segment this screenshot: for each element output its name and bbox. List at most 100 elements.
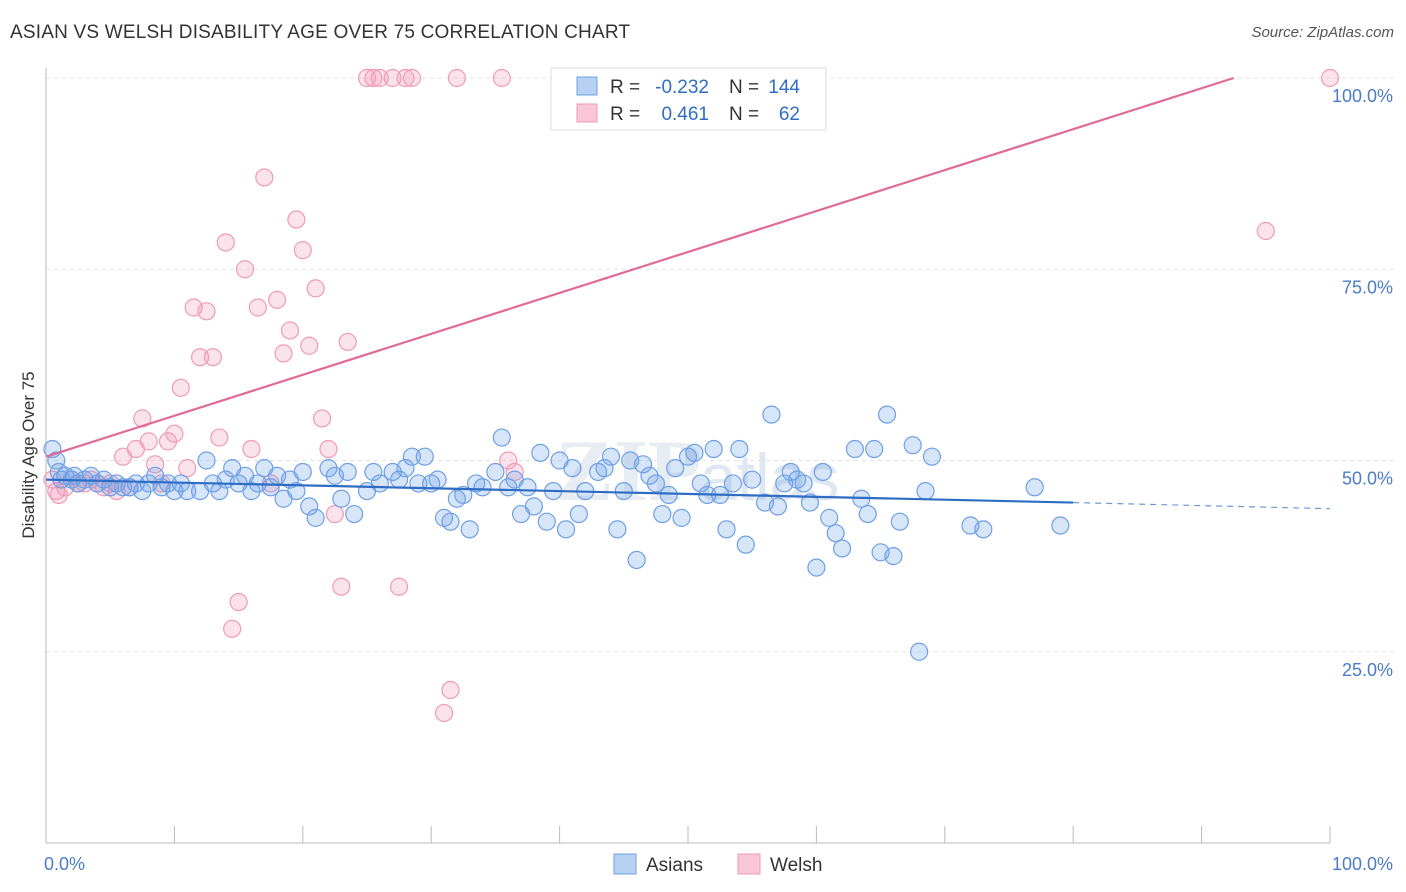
welsh-point xyxy=(210,428,229,447)
asian-point xyxy=(492,428,511,447)
asian-point xyxy=(974,520,993,539)
asian-point xyxy=(473,478,492,497)
welsh-point xyxy=(492,68,511,88)
grid xyxy=(46,77,1394,653)
bottom-legend-swatch-welsh xyxy=(737,853,761,875)
asian-point xyxy=(287,482,306,501)
tick-labels: 25.0% 50.0% 75.0% 100.0% 0.0% 100.0% xyxy=(44,86,1393,874)
asian-point xyxy=(569,504,588,524)
asian-point xyxy=(556,520,576,539)
asian-point xyxy=(332,489,351,508)
welsh-point xyxy=(338,332,357,352)
asian-point xyxy=(338,462,357,482)
asian-point xyxy=(1051,516,1070,535)
source-label: Source: ZipAtlas.com xyxy=(1251,24,1394,41)
asian-point xyxy=(717,520,736,539)
asian-point xyxy=(659,485,678,505)
legend-r-value-1: -0.232 xyxy=(655,77,709,98)
asian-point xyxy=(800,493,820,512)
asians-trend-extension xyxy=(1073,501,1331,510)
x-tick-label-100: 100.0% xyxy=(1332,854,1393,874)
asian-point xyxy=(402,447,422,466)
asian-point xyxy=(306,508,325,527)
legend-r-label-1: R = xyxy=(610,77,640,98)
legend-r-value-2: 0.461 xyxy=(661,104,709,125)
welsh-point xyxy=(312,409,332,428)
legend-n-value-1: 144 xyxy=(768,77,800,98)
asian-point xyxy=(832,539,852,558)
bottom-legend-welsh: Welsh xyxy=(770,855,822,876)
trend-lines xyxy=(45,76,1331,510)
asian-point xyxy=(794,474,813,493)
welsh-point xyxy=(325,504,344,524)
legend-swatch-welsh xyxy=(576,103,598,123)
asian-point xyxy=(826,524,845,543)
asian-point xyxy=(858,504,877,524)
asian-point xyxy=(890,512,909,531)
asian-point xyxy=(762,405,781,424)
asian-point xyxy=(691,474,710,493)
asian-point xyxy=(614,482,633,501)
asian-point xyxy=(428,470,447,489)
welsh-point xyxy=(280,321,300,340)
asian-point xyxy=(704,439,723,459)
welsh-point xyxy=(441,680,460,700)
welsh-point xyxy=(319,439,338,459)
asian-point xyxy=(877,405,897,424)
asian-point xyxy=(743,470,762,489)
asian-point xyxy=(865,439,884,459)
asian-point xyxy=(730,439,749,459)
legend-n-label-2: N = xyxy=(729,104,759,125)
asian-points xyxy=(43,405,1070,661)
welsh-point xyxy=(203,348,223,367)
asian-point xyxy=(813,462,832,482)
x-tick-label-0: 0.0% xyxy=(44,854,85,874)
asian-point xyxy=(820,508,839,527)
welsh-point xyxy=(1256,221,1275,241)
asian-point xyxy=(1025,478,1044,497)
bottom-legend-swatch-asians xyxy=(613,853,637,875)
asians-trend-line xyxy=(45,478,1074,504)
welsh-point xyxy=(332,577,351,596)
asian-point xyxy=(653,504,672,524)
welsh-point xyxy=(1320,68,1340,88)
bottom-legend-asians: Asians xyxy=(646,855,703,876)
welsh-point xyxy=(165,424,184,443)
asian-point xyxy=(261,478,280,497)
welsh-point xyxy=(434,703,454,723)
welsh-point xyxy=(402,68,422,88)
welsh-point xyxy=(293,241,312,260)
y-tick-label-25: 25.0% xyxy=(1342,660,1393,680)
asian-point xyxy=(47,451,66,470)
welsh-point xyxy=(447,68,466,88)
asian-point xyxy=(364,462,383,482)
welsh-point xyxy=(197,302,216,321)
asian-point xyxy=(518,478,537,497)
asian-point xyxy=(524,497,544,516)
welsh-point xyxy=(268,290,287,309)
welsh-point xyxy=(396,68,415,88)
axes xyxy=(45,68,1331,844)
asian-point xyxy=(672,508,691,527)
asian-point xyxy=(531,443,550,462)
welsh-points xyxy=(43,68,1340,723)
welsh-point xyxy=(499,451,518,470)
asian-point xyxy=(723,474,743,493)
y-tick-label-75: 75.0% xyxy=(1342,277,1393,297)
welsh-point xyxy=(223,619,242,638)
y-tick-label-50: 50.0% xyxy=(1342,469,1393,489)
asian-point xyxy=(345,504,364,524)
welsh-point xyxy=(390,577,409,596)
legend-r-label-2: R = xyxy=(610,104,640,125)
asian-point xyxy=(903,436,922,455)
legend-swatch-asians xyxy=(576,76,598,96)
welsh-point xyxy=(274,344,293,363)
welsh-point xyxy=(216,233,235,252)
asian-point xyxy=(601,447,621,466)
asian-point xyxy=(454,485,473,505)
welsh-point xyxy=(229,592,248,612)
asian-point xyxy=(736,535,755,554)
asian-point xyxy=(666,459,685,478)
asian-point xyxy=(916,482,935,501)
